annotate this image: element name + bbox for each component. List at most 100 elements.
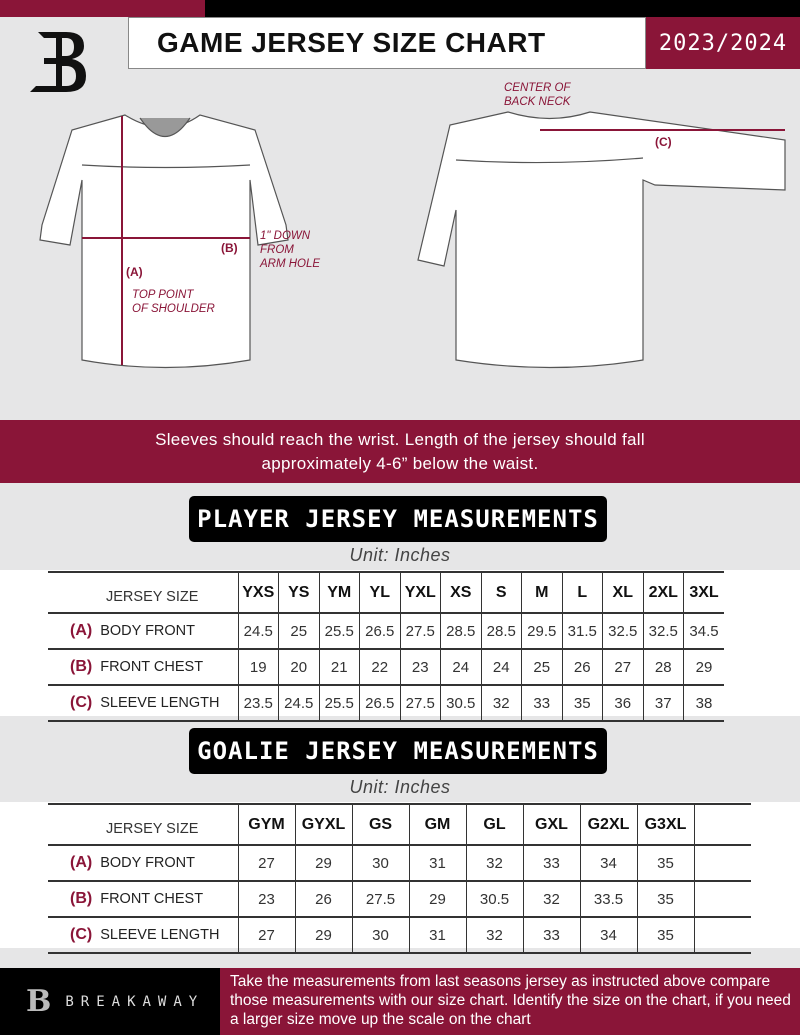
row-label: (A) BODY FRONT xyxy=(48,613,238,650)
measurement-cell: 23 xyxy=(399,649,441,686)
measurement-cell: 32.5 xyxy=(602,613,643,650)
measurement-cell: 27 xyxy=(602,649,643,686)
size-label: JERSEY SIZE xyxy=(48,803,238,846)
row-label: (B) FRONT CHEST xyxy=(48,649,238,686)
row-code: (B) xyxy=(70,658,93,675)
size-header: GL xyxy=(465,803,523,846)
size-header xyxy=(693,803,751,846)
front-jersey-illustration xyxy=(39,114,289,369)
measurement-cell: 29.5 xyxy=(521,613,562,650)
note-top-point: TOP POINT OF SHOULDER xyxy=(132,288,215,316)
note-arm-hole: 1" DOWN FROM ARM HOLE xyxy=(260,229,320,271)
measurement-cell xyxy=(693,917,751,954)
measurement-cell: 26.5 xyxy=(359,685,400,722)
measurement-cell: 25 xyxy=(521,649,562,686)
jersey-diagram xyxy=(39,111,786,369)
measurement-cell: 24 xyxy=(440,649,481,686)
note-back-neck: CENTER OF BACK NECK xyxy=(504,81,570,109)
measurement-cell: 32.5 xyxy=(642,613,684,650)
measurement-row: (A) BODY FRONT 27 29 30 31 32 33 34 35 xyxy=(48,845,751,882)
size-header: GS xyxy=(351,803,409,846)
measurement-row: (A) BODY FRONT 24.5 25 25.5 26.5 27.5 28.5 28.5 2… xyxy=(48,613,724,650)
size-header: YL xyxy=(359,571,400,614)
size-header: YS xyxy=(278,571,319,614)
brand-name: BREAKAWAY xyxy=(65,993,205,1010)
measurement-cell: 30 xyxy=(351,917,409,954)
measurement-cell: 35 xyxy=(636,845,694,882)
measurement-cell: 32 xyxy=(480,685,522,722)
measurement-cell: 35 xyxy=(636,881,694,918)
fit-line-1: Sleeves should reach the wrist. Length o… xyxy=(155,430,645,449)
measurement-cell: 30.5 xyxy=(465,881,523,918)
season-badge: 2023/2024 xyxy=(646,17,800,69)
measurement-cell: 28.5 xyxy=(480,613,522,650)
measurement-cell: 24 xyxy=(480,649,522,686)
size-label: JERSEY SIZE xyxy=(48,571,238,614)
back-jersey-illustration xyxy=(417,111,786,369)
measurement-cell: 24.5 xyxy=(237,613,279,650)
measurement-cell: 27.5 xyxy=(351,881,409,918)
top-black-bar xyxy=(205,0,800,17)
measurement-cell: 30 xyxy=(351,845,409,882)
measurement-cell: 21 xyxy=(318,649,360,686)
breakaway-logo xyxy=(30,32,86,92)
measurement-cell: 37 xyxy=(642,685,684,722)
page-title: GAME JERSEY SIZE CHART xyxy=(128,17,646,69)
size-header: GYM xyxy=(237,803,295,846)
measurement-cell: 19 xyxy=(237,649,279,686)
note-line: FROM xyxy=(260,244,294,256)
row-name: SLEEVE LENGTH xyxy=(100,695,220,711)
row-code: (C) xyxy=(70,926,93,943)
measurement-cell: 33 xyxy=(522,845,580,882)
note-line: ARM HOLE xyxy=(260,258,321,270)
measurement-cell: 23.5 xyxy=(237,685,279,722)
measurement-cell: 25 xyxy=(278,613,319,650)
measurement-cell: 26 xyxy=(294,881,352,918)
row-label: (C) SLEEVE LENGTH xyxy=(48,917,238,954)
measurement-cell: 33.5 xyxy=(579,881,637,918)
measurement-cell: 26 xyxy=(561,649,603,686)
size-header: YXS xyxy=(237,571,279,614)
size-header: G3XL xyxy=(636,803,694,846)
measurement-cell: 28 xyxy=(642,649,684,686)
top-accent-bar xyxy=(0,0,205,17)
row-name: BODY FRONT xyxy=(100,855,196,871)
label-a: (A) xyxy=(126,265,143,279)
size-header-row: JERSEY SIZE GYM GYXL GS GM GL GXL G2XL G3XL xyxy=(48,803,751,846)
measurement-cell: 29 xyxy=(408,881,466,918)
note-line: OF SHOULDER xyxy=(132,303,215,315)
size-header: YM xyxy=(318,571,360,614)
measurement-cell: 28.5 xyxy=(440,613,481,650)
size-header: G2XL xyxy=(579,803,637,846)
note-line: 1" DOWN xyxy=(260,230,311,242)
label-c: (C) xyxy=(655,135,672,149)
label-b: (B) xyxy=(221,241,238,255)
measurement-row: (C) SLEEVE LENGTH 23.5 24.5 25.5 26.5 27.5 30.5… xyxy=(48,685,724,722)
measurement-row: (B) FRONT CHEST 19 20 21 22 23 24 24 25 26 27 28 29 xyxy=(48,649,724,686)
measurement-cell: 31 xyxy=(408,917,466,954)
measurement-cell: 26.5 xyxy=(359,613,400,650)
size-header: 3XL xyxy=(683,571,724,614)
measurement-cell: 30.5 xyxy=(440,685,481,722)
measurement-cell: 32 xyxy=(522,881,580,918)
row-name: SLEEVE LENGTH xyxy=(100,927,220,943)
measurement-cell: 25.5 xyxy=(318,685,360,722)
measurement-row: (B) FRONT CHEST 23 26 27.5 29 30.5 32 33.5 35 xyxy=(48,881,751,918)
measurement-cell: 29 xyxy=(294,845,352,882)
row-label: (C) SLEEVE LENGTH xyxy=(48,685,238,722)
note-line: BACK NECK xyxy=(504,96,571,108)
measurement-cell: 27 xyxy=(237,917,295,954)
footer-logo-icon: B xyxy=(26,984,52,1019)
measurement-cell: 25.5 xyxy=(318,613,360,650)
measurement-cell: 34.5 xyxy=(683,613,724,650)
row-name: FRONT CHEST xyxy=(100,891,204,907)
measurement-cell: 24.5 xyxy=(278,685,319,722)
size-header: GM xyxy=(408,803,466,846)
measurement-cell: 36 xyxy=(602,685,643,722)
size-header: L xyxy=(561,571,603,614)
fit-instructions-band: Sleeves should reach the wrist. Length o… xyxy=(0,420,800,483)
size-header: S xyxy=(480,571,522,614)
measurement-cell: 31 xyxy=(408,845,466,882)
footer-brand: B BREAKAWAY xyxy=(0,968,220,1035)
row-code: (A) xyxy=(70,622,93,639)
